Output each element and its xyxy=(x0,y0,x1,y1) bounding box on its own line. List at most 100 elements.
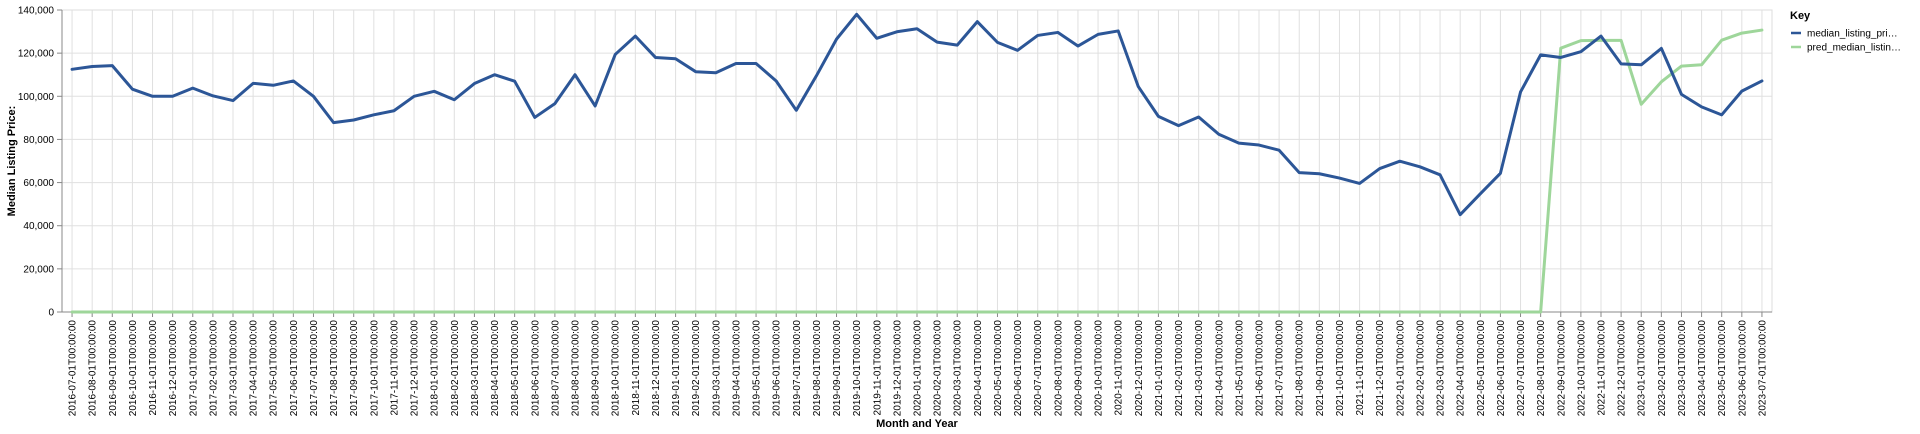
x-tick-label: 2021-06-01T00:00:00 xyxy=(1255,320,1266,417)
x-tick-label: 2018-08-01T00:00:00 xyxy=(571,320,582,417)
x-tick-label: 2019-02-01T00:00:00 xyxy=(691,320,702,417)
x-tick-label: 2021-07-01T00:00:00 xyxy=(1275,320,1286,417)
x-tick-label: 2017-12-01T00:00:00 xyxy=(410,320,421,417)
x-tick-label: 2019-08-01T00:00:00 xyxy=(812,320,823,417)
x-tick-label: 2019-01-01T00:00:00 xyxy=(671,320,682,417)
x-tick-label: 2021-02-01T00:00:00 xyxy=(1174,320,1185,417)
x-tick-label: 2018-12-01T00:00:00 xyxy=(651,320,662,417)
x-tick-label: 2022-12-01T00:00:00 xyxy=(1617,320,1628,417)
x-tick-label: 2020-01-01T00:00:00 xyxy=(913,320,924,417)
series-line-0 xyxy=(70,12,1764,217)
x-tick-label: 2019-12-01T00:00:00 xyxy=(892,320,903,417)
x-tick-label: 2023-05-01T00:00:00 xyxy=(1717,320,1728,417)
x-tick-label: 2019-05-01T00:00:00 xyxy=(752,320,763,417)
x-tick-label: 2017-01-01T00:00:00 xyxy=(188,320,199,417)
y-axis-ticks: 0 20,000 40,000 60,000 80,000 100,000 120,000 1… xyxy=(18,6,62,319)
x-tick-label: 2022-01-01T00:00:00 xyxy=(1395,320,1406,417)
series-lines xyxy=(70,12,1764,314)
y-tick-label: 120,000 xyxy=(18,49,55,60)
x-tick-label: 2018-05-01T00:00:00 xyxy=(510,320,521,417)
x-tick-label: 2016-10-01T00:00:00 xyxy=(128,320,139,417)
x-tick-label: 2016-09-01T00:00:00 xyxy=(108,320,119,417)
y-tick-label: 0 xyxy=(48,308,54,319)
x-tick-label: 2022-04-01T00:00:00 xyxy=(1456,320,1467,417)
x-tick-label: 2018-06-01T00:00:00 xyxy=(530,320,541,417)
x-tick-label: 2020-03-01T00:00:00 xyxy=(953,320,964,417)
x-tick-label: 2016-07-01T00:00:00 xyxy=(68,320,79,417)
x-tick-label: 2022-09-01T00:00:00 xyxy=(1556,320,1567,417)
x-tick-label: 2019-11-01T00:00:00 xyxy=(872,320,883,416)
x-tick-label: 2020-11-01T00:00:00 xyxy=(1114,320,1125,416)
x-tick-label: 2018-04-01T00:00:00 xyxy=(490,320,501,417)
legend: Key median_listing_pri… pred_median_listi… xyxy=(1790,10,1901,54)
x-tick-label: 2017-11-01T00:00:00 xyxy=(389,320,400,416)
x-axis-title: Month and Year xyxy=(876,418,958,430)
x-tick-label: 2020-07-01T00:00:00 xyxy=(1033,320,1044,417)
x-tick-label: 2021-05-01T00:00:00 xyxy=(1234,320,1245,417)
x-tick-label: 2023-04-01T00:00:00 xyxy=(1697,320,1708,417)
series-line-1 xyxy=(70,28,1764,314)
x-tick-label: 2017-09-01T00:00:00 xyxy=(349,320,360,417)
x-tick-label: 2019-07-01T00:00:00 xyxy=(792,320,803,417)
x-tick-label: 2023-06-01T00:00:00 xyxy=(1737,320,1748,417)
gridlines xyxy=(62,9,1772,313)
x-tick-label: 2023-07-01T00:00:00 xyxy=(1757,320,1768,417)
x-tick-label: 2016-12-01T00:00:00 xyxy=(168,320,179,417)
x-tick-label: 2020-08-01T00:00:00 xyxy=(1053,320,1064,417)
y-tick-label: 100,000 xyxy=(18,92,55,103)
x-tick-label: 2021-03-01T00:00:00 xyxy=(1194,320,1205,417)
x-tick-label: 2020-09-01T00:00:00 xyxy=(1073,320,1084,417)
x-tick-label: 2018-11-01T00:00:00 xyxy=(631,320,642,416)
x-tick-label: 2018-03-01T00:00:00 xyxy=(470,320,481,417)
x-tick-label: 2021-11-01T00:00:00 xyxy=(1355,320,1366,416)
x-tick-label: 2020-10-01T00:00:00 xyxy=(1094,320,1105,417)
y-tick-label: 60,000 xyxy=(23,178,54,189)
x-tick-label: 2016-08-01T00:00:00 xyxy=(88,320,99,417)
x-tick-label: 2020-12-01T00:00:00 xyxy=(1134,320,1145,417)
x-tick-label: 2021-04-01T00:00:00 xyxy=(1214,320,1225,417)
y-tick-label: 140,000 xyxy=(18,6,55,17)
x-axis-ticks: 2016-07-01T00:00:00 2016-08-01T00:00:00 20… xyxy=(68,312,1768,417)
x-tick-label: 2017-08-01T00:00:00 xyxy=(329,320,340,417)
x-tick-label: 2021-01-01T00:00:00 xyxy=(1154,320,1165,417)
legend-label-0: median_listing_pri… xyxy=(1807,29,1898,40)
y-tick-label: 40,000 xyxy=(23,221,54,232)
x-tick-label: 2020-06-01T00:00:00 xyxy=(1013,320,1024,417)
x-tick-label: 2017-06-01T00:00:00 xyxy=(289,320,300,417)
x-tick-label: 2020-05-01T00:00:00 xyxy=(993,320,1004,417)
x-tick-label: 2019-09-01T00:00:00 xyxy=(832,320,843,417)
x-tick-label: 2022-06-01T00:00:00 xyxy=(1496,320,1507,417)
x-tick-label: 2019-03-01T00:00:00 xyxy=(711,320,722,417)
legend-items: median_listing_pri… pred_median_listin… xyxy=(1791,29,1901,54)
x-tick-label: 2018-02-01T00:00:00 xyxy=(450,320,461,417)
x-tick-label: 2017-03-01T00:00:00 xyxy=(229,320,240,417)
y-axis-title: Median Listing Price: xyxy=(6,106,18,217)
x-tick-label: 2022-11-01T00:00:00 xyxy=(1597,320,1608,416)
x-tick-label: 2020-02-01T00:00:00 xyxy=(933,320,944,417)
x-tick-label: 2023-02-01T00:00:00 xyxy=(1657,320,1668,417)
x-tick-label: 2018-09-01T00:00:00 xyxy=(591,320,602,417)
x-tick-label: 2021-12-01T00:00:00 xyxy=(1375,320,1386,417)
x-tick-label: 2018-07-01T00:00:00 xyxy=(550,320,561,417)
x-tick-label: 2022-02-01T00:00:00 xyxy=(1415,320,1426,417)
legend-label-1: pred_median_listin… xyxy=(1807,43,1901,54)
x-tick-label: 2022-10-01T00:00:00 xyxy=(1576,320,1587,417)
x-tick-label: 2019-04-01T00:00:00 xyxy=(731,320,742,417)
x-tick-label: 2018-01-01T00:00:00 xyxy=(430,320,441,417)
y-tick-label: 20,000 xyxy=(23,264,54,275)
x-tick-label: 2021-08-01T00:00:00 xyxy=(1295,320,1306,417)
x-tick-label: 2017-10-01T00:00:00 xyxy=(369,320,380,417)
x-tick-label: 2017-04-01T00:00:00 xyxy=(249,320,260,417)
x-tick-label: 2023-01-01T00:00:00 xyxy=(1637,320,1648,417)
x-tick-label: 2017-07-01T00:00:00 xyxy=(309,320,320,417)
y-tick-label: 80,000 xyxy=(23,135,54,146)
x-tick-label: 2017-02-01T00:00:00 xyxy=(208,320,219,417)
x-tick-label: 2021-09-01T00:00:00 xyxy=(1315,320,1326,417)
x-tick-label: 2022-03-01T00:00:00 xyxy=(1436,320,1447,417)
x-tick-label: 2022-07-01T00:00:00 xyxy=(1516,320,1527,417)
x-tick-label: 2018-10-01T00:00:00 xyxy=(611,320,622,417)
x-tick-label: 2017-05-01T00:00:00 xyxy=(269,320,280,417)
legend-title: Key xyxy=(1790,10,1811,22)
x-tick-label: 2021-10-01T00:00:00 xyxy=(1335,320,1346,417)
